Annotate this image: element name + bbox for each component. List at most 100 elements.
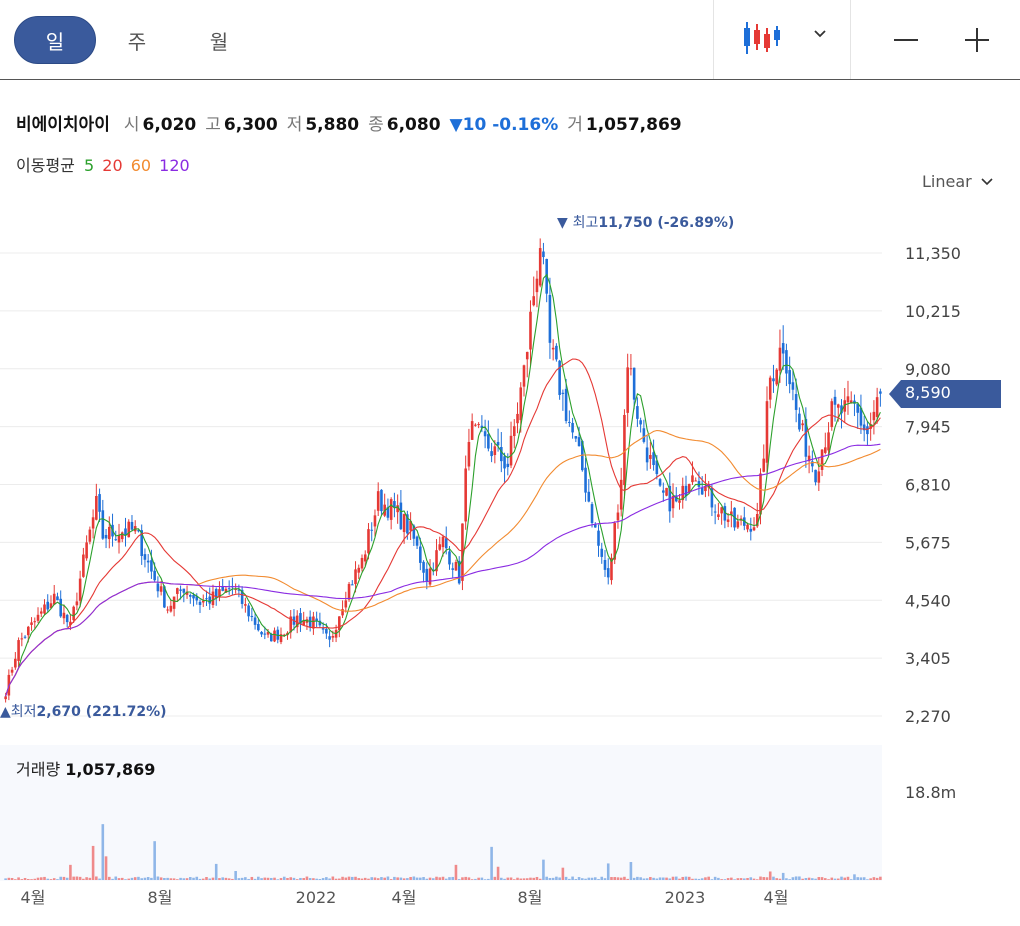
volume-bar	[474, 878, 477, 880]
candle	[794, 378, 798, 423]
candle	[133, 520, 137, 535]
volume-label: 거	[567, 115, 583, 135]
volume-bar	[347, 876, 351, 880]
volume-bar	[649, 876, 652, 880]
volume-bar	[642, 878, 646, 880]
volume-title: 거래량	[16, 760, 61, 779]
volume-bar	[247, 878, 250, 880]
volume-value: 1,057,869	[585, 115, 682, 135]
volume-bar	[269, 877, 273, 880]
tab-month[interactable]: 월	[209, 29, 229, 54]
candle	[393, 492, 396, 518]
candle	[95, 483, 98, 521]
ma-20-label[interactable]: 20	[102, 156, 123, 175]
ma-5-label[interactable]: 5	[83, 156, 95, 175]
candle	[140, 524, 143, 565]
candle	[474, 423, 477, 427]
volume-bar	[428, 877, 432, 880]
y-tick-label: 7,945	[905, 418, 951, 437]
candle	[736, 514, 740, 529]
y-tick-label: 4,540	[905, 591, 951, 610]
volume-bar	[188, 877, 192, 880]
candle	[788, 356, 791, 394]
candle	[56, 592, 59, 601]
candle	[257, 619, 260, 632]
volume-bar	[250, 876, 254, 880]
candle	[791, 369, 795, 401]
low-value: 5,880	[305, 115, 360, 135]
ma-120-label[interactable]: 120	[159, 156, 190, 175]
volume-bar	[551, 877, 555, 880]
volume-bar	[587, 877, 591, 880]
candle	[801, 419, 804, 432]
annotations: ▼ 최고11,750 (-26.89%) ▲최저2,670 (221.72%)	[0, 215, 734, 720]
volume-bar	[752, 878, 756, 880]
candle	[535, 270, 539, 308]
volume-bar	[380, 877, 383, 880]
volume-bar	[496, 866, 500, 880]
candle	[840, 399, 843, 429]
volume-bar	[636, 876, 639, 880]
volume-bar	[652, 877, 655, 880]
candle	[457, 556, 461, 585]
volume-bar	[581, 878, 584, 880]
volume-bar	[710, 879, 714, 880]
volume-bar	[4, 878, 7, 880]
volume-bar	[593, 877, 597, 880]
candle	[72, 605, 75, 623]
candle	[717, 502, 720, 521]
volume-bar	[383, 877, 386, 880]
volume-bar	[739, 878, 743, 880]
candle	[866, 421, 869, 445]
volume-bar	[299, 877, 302, 880]
candle	[522, 364, 526, 397]
volume-bar	[697, 878, 701, 880]
candle	[192, 592, 195, 607]
candle	[4, 692, 7, 703]
candle	[195, 593, 199, 605]
volume-bar	[308, 878, 312, 880]
candle	[814, 469, 817, 486]
candle	[14, 652, 17, 670]
candle	[146, 554, 150, 573]
volume-bar	[52, 878, 56, 880]
volume-bar	[545, 876, 548, 880]
candle	[169, 600, 173, 613]
volume-bar	[176, 879, 179, 880]
candle	[376, 482, 380, 516]
candle	[454, 559, 458, 572]
candle	[198, 599, 202, 613]
volume-bar	[85, 877, 88, 880]
volume-bar	[461, 877, 464, 880]
tab-week[interactable]: 주	[127, 29, 147, 54]
volume-panel-label: 거래량 1,057,869	[16, 756, 155, 780]
candle	[354, 561, 357, 593]
volume-bar	[117, 878, 121, 880]
x-tick-label: 4월	[392, 888, 417, 907]
minus-icon[interactable]	[886, 20, 926, 60]
candle	[137, 529, 140, 533]
candle	[143, 548, 147, 568]
volume-bar	[568, 878, 571, 880]
candle	[830, 398, 834, 431]
plus-icon[interactable]	[957, 20, 997, 60]
scale-dropdown[interactable]: Linear	[922, 172, 994, 191]
candle	[726, 513, 730, 528]
volume-bar	[234, 871, 237, 880]
candle	[33, 617, 37, 630]
candle	[315, 611, 318, 627]
ma-title: 이동평균	[16, 156, 75, 175]
volume-bar	[639, 877, 642, 880]
tab-day[interactable]: 일	[14, 16, 96, 64]
volume-bar	[341, 876, 344, 880]
price-tag-shape	[889, 380, 1001, 408]
candle	[370, 522, 374, 542]
volume-bar	[785, 878, 788, 880]
candle	[302, 611, 305, 626]
chart-type-dropdown[interactable]	[713, 0, 851, 79]
volume-bar	[257, 876, 260, 880]
ma-60-label[interactable]: 60	[130, 156, 152, 175]
volume-bar	[302, 878, 305, 880]
volume-bar	[684, 876, 688, 880]
